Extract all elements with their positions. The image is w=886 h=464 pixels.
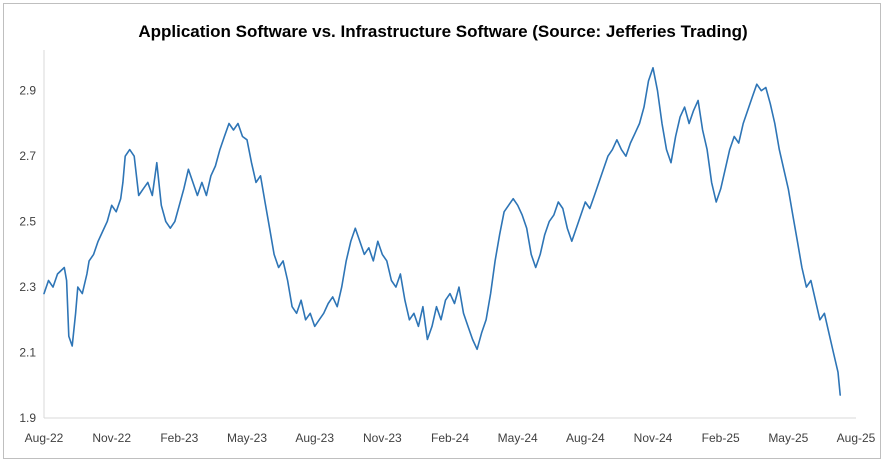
y-tick-label: 2.1 bbox=[19, 346, 36, 360]
x-tick-label: May-24 bbox=[498, 431, 538, 445]
series-line bbox=[43, 67, 841, 396]
x-tick-label: Aug-23 bbox=[295, 431, 334, 445]
y-tick-label: 2.9 bbox=[19, 84, 36, 98]
x-tick-label: Nov-23 bbox=[363, 431, 402, 445]
y-tick-label: 1.9 bbox=[19, 411, 36, 425]
x-tick-label: Feb-24 bbox=[431, 431, 469, 445]
axes bbox=[43, 50, 856, 419]
series-group bbox=[43, 67, 841, 396]
x-axis-ticks: Aug-22 Nov-22 Feb-23 May-23 Aug-23 Nov-23 Feb-… bbox=[25, 431, 876, 445]
chart-title: Application Software vs. Infrastructure … bbox=[138, 22, 748, 41]
x-tick-label: May-23 bbox=[227, 431, 267, 445]
x-tick-label: Aug-25 bbox=[837, 431, 876, 445]
x-tick-label: May-25 bbox=[768, 431, 808, 445]
chart-frame bbox=[3, 3, 881, 459]
x-tick-label: Feb-25 bbox=[702, 431, 740, 445]
x-tick-label: Aug-22 bbox=[25, 431, 64, 445]
y-tick-label: 2.7 bbox=[19, 149, 36, 163]
y-tick-label: 2.3 bbox=[19, 280, 36, 294]
y-axis-ticks: 1.9 2.1 2.3 2.5 2.7 2.9 bbox=[19, 84, 36, 425]
x-tick-label: Nov-24 bbox=[634, 431, 673, 445]
x-tick-label: Feb-23 bbox=[160, 431, 198, 445]
x-tick-label: Nov-22 bbox=[92, 431, 131, 445]
y-tick-label: 2.5 bbox=[19, 215, 36, 229]
x-tick-label: Aug-24 bbox=[566, 431, 605, 445]
